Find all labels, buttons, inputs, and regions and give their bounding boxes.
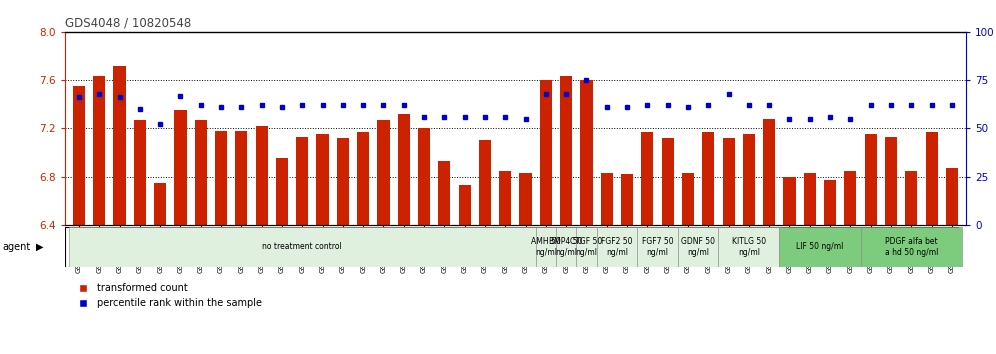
FancyBboxPatch shape	[718, 227, 779, 267]
Bar	[154, 183, 166, 225]
Bar	[215, 131, 227, 225]
Text: KITLG 50
ng/ml: KITLG 50 ng/ml	[732, 237, 766, 257]
Text: agent: agent	[2, 242, 30, 252]
Text: ▶: ▶	[36, 242, 44, 252]
Text: no treatment control: no treatment control	[262, 242, 343, 251]
Bar	[722, 138, 735, 225]
Bar	[925, 132, 937, 225]
Bar	[256, 126, 268, 225]
Bar	[682, 173, 694, 225]
Bar	[824, 180, 837, 225]
Text: CTGF 50
ng/ml: CTGF 50 ng/ml	[571, 237, 603, 257]
Bar	[133, 120, 146, 225]
Bar	[784, 177, 796, 225]
FancyBboxPatch shape	[678, 227, 718, 267]
Bar	[438, 161, 450, 225]
Bar	[804, 173, 816, 225]
Bar	[418, 128, 430, 225]
Text: GDNF 50
ng/ml: GDNF 50 ng/ml	[681, 237, 715, 257]
Bar	[520, 173, 532, 225]
FancyBboxPatch shape	[69, 227, 536, 267]
Bar	[194, 120, 207, 225]
Bar	[337, 138, 349, 225]
FancyBboxPatch shape	[536, 227, 556, 267]
Bar	[317, 135, 329, 225]
Bar	[276, 159, 288, 225]
Bar	[114, 65, 125, 225]
Bar	[397, 114, 410, 225]
Bar	[763, 119, 775, 225]
Text: GDS4048 / 10820548: GDS4048 / 10820548	[65, 16, 191, 29]
FancyBboxPatch shape	[861, 227, 962, 267]
Text: LIF 50 ng/ml: LIF 50 ng/ml	[796, 242, 844, 251]
FancyBboxPatch shape	[779, 227, 861, 267]
Bar	[743, 135, 755, 225]
Bar	[296, 137, 309, 225]
Bar	[94, 76, 106, 225]
FancyBboxPatch shape	[577, 227, 597, 267]
Bar	[540, 80, 552, 225]
Text: FGF7 50
ng/ml: FGF7 50 ng/ml	[641, 237, 673, 257]
Bar	[235, 131, 247, 225]
Bar	[601, 173, 613, 225]
Text: FGF2 50
ng/ml: FGF2 50 ng/ml	[602, 237, 632, 257]
Bar	[73, 86, 85, 225]
Bar	[499, 171, 511, 225]
Legend: transformed count, percentile rank within the sample: transformed count, percentile rank withi…	[70, 279, 266, 312]
FancyBboxPatch shape	[556, 227, 577, 267]
Bar	[661, 138, 673, 225]
Bar	[884, 137, 897, 225]
Bar	[560, 76, 573, 225]
Text: AMH 50
ng/ml: AMH 50 ng/ml	[531, 237, 561, 257]
Text: BMP4 50
ng/ml: BMP4 50 ng/ml	[550, 237, 583, 257]
Bar	[905, 171, 917, 225]
Bar	[458, 185, 471, 225]
Bar	[946, 168, 958, 225]
Bar	[358, 132, 370, 225]
Bar	[621, 174, 633, 225]
Bar	[479, 141, 491, 225]
Bar	[581, 80, 593, 225]
Bar	[702, 132, 714, 225]
Bar	[845, 171, 857, 225]
Bar	[865, 135, 876, 225]
Bar	[377, 120, 389, 225]
FancyBboxPatch shape	[597, 227, 637, 267]
Bar	[174, 110, 186, 225]
FancyBboxPatch shape	[637, 227, 678, 267]
Text: PDGF alfa bet
a hd 50 ng/ml: PDGF alfa bet a hd 50 ng/ml	[884, 237, 938, 257]
Bar	[641, 132, 653, 225]
